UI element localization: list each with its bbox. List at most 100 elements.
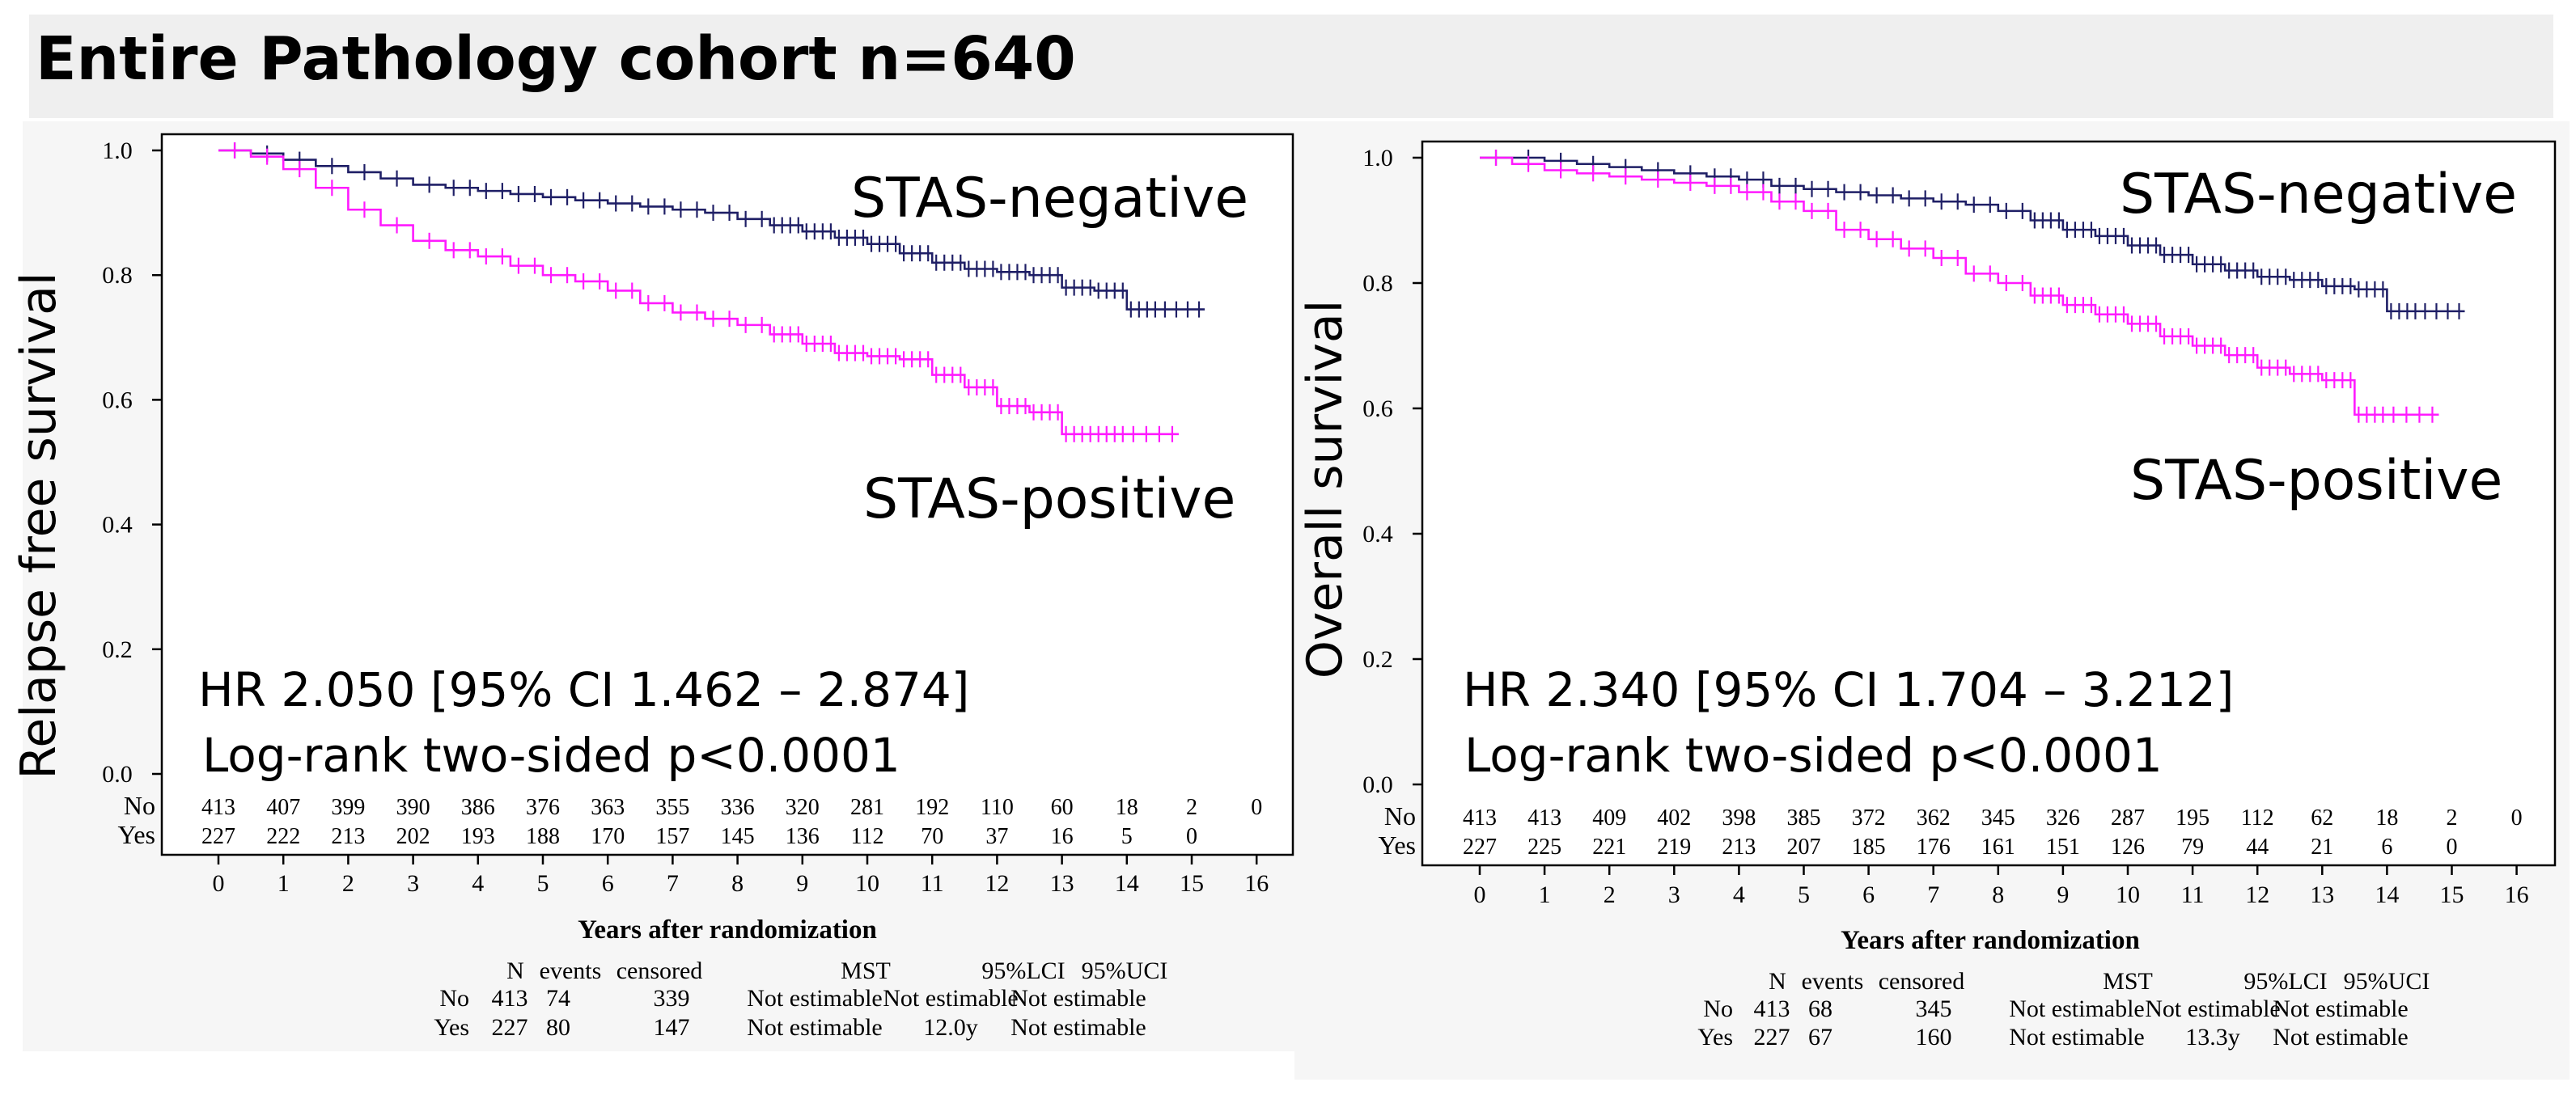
x-tick-label: 2 [1604, 881, 1616, 908]
summary-cell: 74 [546, 985, 570, 1012]
plot-frame [1421, 140, 2557, 867]
x-tick-label: 12 [985, 870, 1009, 897]
risk-count: 222 [266, 824, 300, 849]
risk-count: 385 [1787, 805, 1821, 831]
risk-count: 207 [1787, 835, 1821, 860]
summary-cell: Not estimable [2273, 996, 2408, 1022]
x-tick-label: 14 [1115, 870, 1139, 897]
x-tick-label: 6 [1862, 881, 1875, 908]
stas-positive-label: STAS-positive [2130, 449, 2502, 513]
summary-row-label: No [439, 985, 469, 1012]
risk-count: 0 [1251, 795, 1262, 820]
risk-count: 192 [915, 795, 949, 820]
x-tick-label: 13 [2310, 881, 2334, 908]
risk-count: 407 [266, 795, 300, 820]
risk-count: 21 [2311, 835, 2333, 860]
summary-cell: Not estimable [2273, 1024, 2408, 1050]
risk-count: 18 [1116, 795, 1138, 820]
risk-count: 136 [786, 824, 820, 849]
risk-count: 320 [786, 795, 820, 820]
risk-row-label: No [124, 791, 155, 820]
risk-count: 0 [2447, 835, 2458, 860]
risk-count: 326 [2046, 805, 2080, 831]
y-axis-label: Relapse free survival [11, 272, 67, 779]
title-band [29, 15, 2553, 118]
risk-count: 2 [1186, 795, 1197, 820]
summary-header: 95%LCI [2243, 968, 2327, 995]
risk-count: 161 [1981, 835, 2015, 860]
risk-count: 145 [721, 824, 755, 849]
y-tick-label: 0.6 [102, 387, 133, 413]
risk-count: 62 [2311, 805, 2333, 831]
plot-frame [160, 133, 1294, 856]
risk-count: 188 [526, 824, 560, 849]
risk-count: 362 [1917, 805, 1951, 831]
x-tick-label: 9 [2057, 881, 2069, 908]
risk-count: 185 [1852, 835, 1886, 860]
x-axis-label: Years after randomization [578, 915, 877, 945]
summary-cell: 147 [654, 1014, 690, 1041]
summary-header: MST [841, 957, 891, 984]
risk-row-label: Yes [117, 820, 155, 849]
y-tick-label: 0.8 [1362, 270, 1393, 297]
summary-cell: 13.3y [2185, 1024, 2240, 1050]
risk-count: 402 [1657, 805, 1691, 831]
summary-header: 95%LCI [981, 957, 1065, 984]
y-tick-label: 0.0 [102, 761, 133, 788]
risk-count: 5 [1121, 824, 1133, 849]
risk-count: 413 [1527, 805, 1561, 831]
x-tick-label: 11 [921, 870, 944, 897]
y-tick-label: 1.0 [1362, 145, 1393, 171]
x-tick-label: 5 [1798, 881, 1810, 908]
risk-count: 281 [850, 795, 884, 820]
summary-cell: Not estimable [747, 985, 882, 1012]
risk-count: 2 [2447, 805, 2458, 831]
x-tick-label: 13 [1050, 870, 1074, 897]
risk-count: 0 [1186, 824, 1197, 849]
x-axis-label: Years after randomization [1841, 926, 2140, 955]
y-tick-label: 0.8 [102, 262, 133, 289]
risk-count: 372 [1852, 805, 1886, 831]
page-title: Entire Pathology cohort n=640 [36, 24, 1076, 94]
summary-cell: 227 [492, 1014, 528, 1041]
risk-count: 390 [396, 795, 430, 820]
risk-count: 151 [2046, 835, 2080, 860]
y-tick-label: 0.6 [1362, 395, 1393, 422]
summary-cell: 413 [1754, 996, 1790, 1022]
summary-header: censored [616, 957, 703, 984]
summary-cell: Not estimable [883, 985, 1018, 1012]
stas-negative-label: STAS-negative [2120, 163, 2517, 226]
risk-count: 386 [461, 795, 495, 820]
summary-cell: 160 [1916, 1024, 1952, 1050]
survival-curve [1480, 156, 2439, 416]
summary-cell: Not estimable [1010, 1014, 1146, 1041]
y-axis-label: Overall survival [1297, 300, 1354, 679]
x-tick-label: 15 [1180, 870, 1204, 897]
y-tick-label: 0.4 [102, 512, 133, 539]
x-tick-label: 7 [1927, 881, 1939, 908]
summary-cell: Not estimable [747, 1014, 882, 1041]
risk-count: 225 [1527, 835, 1561, 860]
summary-cell: Not estimable [2145, 996, 2280, 1022]
summary-header: censored [1879, 968, 1965, 995]
summary-cell: 345 [1916, 996, 1952, 1022]
x-tick-label: 15 [2440, 881, 2464, 908]
summary-header: events [1802, 968, 1864, 995]
series-stas-negative [218, 142, 1205, 318]
summary-cell: 413 [492, 985, 528, 1012]
risk-count: 60 [1051, 795, 1074, 820]
km-chart-overall: 1.00.80.60.40.20.00 1 2 3 4 5 6 7 8 9 10 11 12 13 14 15… [1297, 140, 2557, 1050]
x-tick-label: 10 [2116, 881, 2140, 908]
stas-negative-label: STAS-negative [851, 167, 1248, 230]
risk-count: 345 [1981, 805, 2015, 831]
risk-count: 399 [331, 795, 365, 820]
risk-count: 409 [1592, 805, 1626, 831]
risk-count: 176 [1917, 835, 1951, 860]
risk-count: 227 [201, 824, 235, 849]
x-tick-label: 9 [796, 870, 808, 897]
x-tick-label: 10 [855, 870, 879, 897]
risk-count: 219 [1657, 835, 1691, 860]
risk-count: 195 [2176, 805, 2210, 831]
summary-cell: 12.0y [923, 1014, 978, 1041]
summary-cell: 339 [654, 985, 690, 1012]
